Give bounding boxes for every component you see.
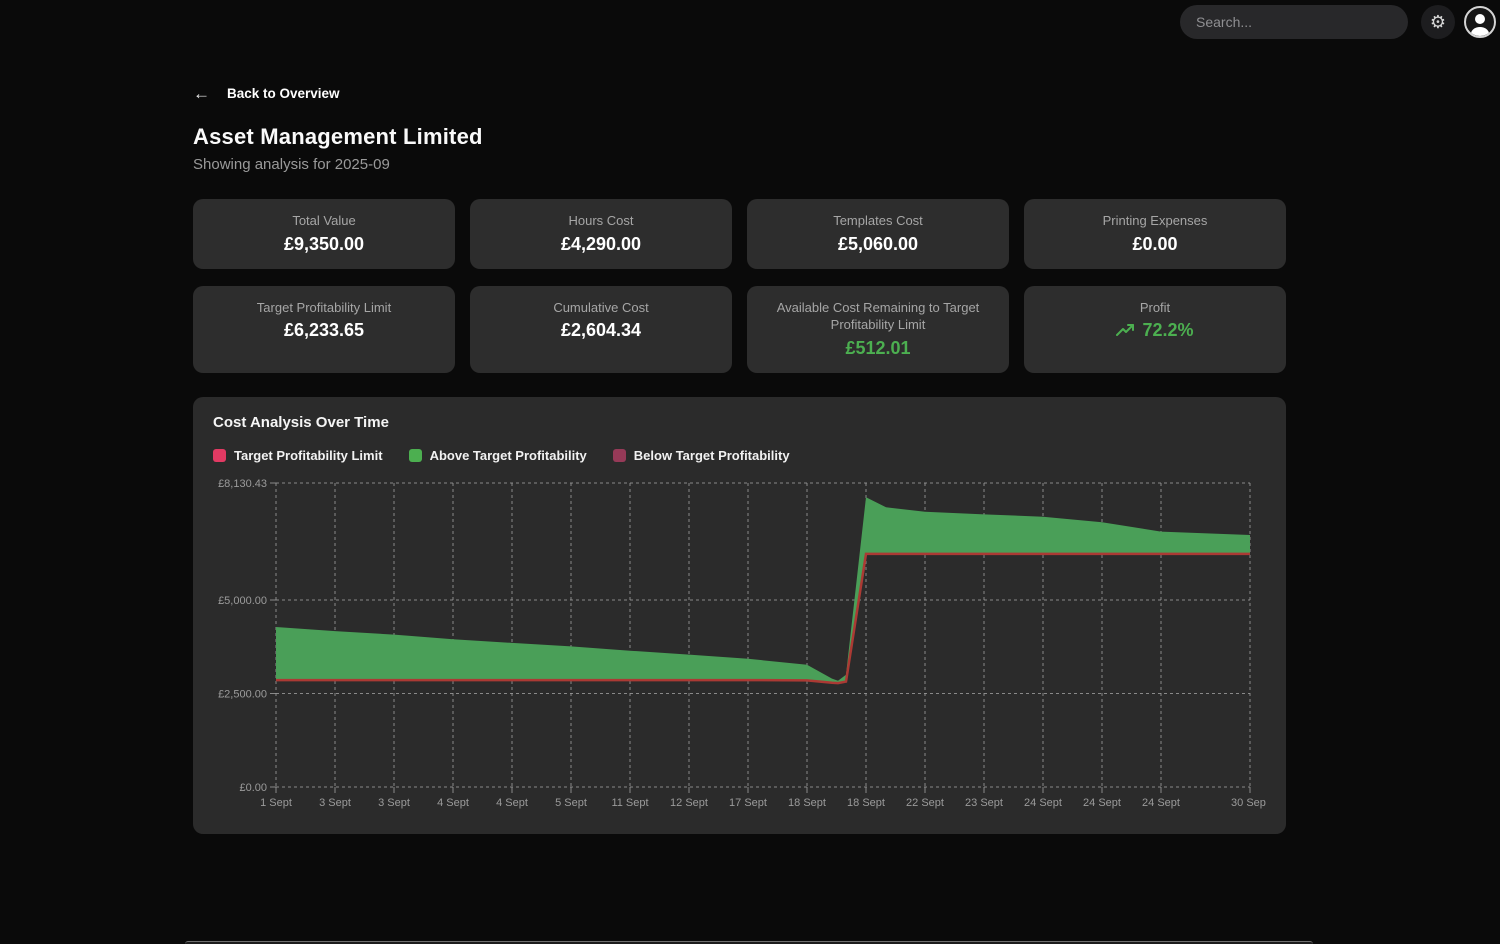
main-content: ← Back to Overview Asset Management Limi…: [193, 85, 1286, 834]
stat-card-label: Cumulative Cost: [553, 299, 649, 315]
page-title: Asset Management Limited: [193, 124, 483, 149]
svg-text:£2,500.00: £2,500.00: [218, 688, 267, 700]
person-icon: [1471, 14, 1489, 36]
stat-card-label: Available Cost Remaining to Target Profi…: [776, 299, 980, 333]
svg-text:24 Sept: 24 Sept: [1024, 797, 1062, 809]
stat-card: Templates Cost £5,060.00: [747, 199, 1009, 269]
svg-text:23 Sept: 23 Sept: [965, 797, 1003, 809]
stat-card-value: £2,604.34: [560, 320, 642, 341]
stat-card-value: £4,290.00: [560, 233, 642, 254]
legend-item[interactable]: Above Target Profitability: [408, 447, 587, 463]
svg-text:3 Sept: 3 Sept: [319, 797, 351, 809]
back-arrow-icon: ←: [193, 84, 210, 103]
stat-card-value: £5,060.00: [837, 233, 919, 254]
stat-card-value: £6,233.65: [283, 320, 365, 341]
svg-text:24 Sept: 24 Sept: [1083, 797, 1121, 809]
cost-analysis-panel: Cost Analysis Over Time Target Profitabi…: [193, 396, 1286, 834]
back-to-overview-button[interactable]: ← Back to Overview: [193, 85, 1286, 102]
stat-card: Printing Expenses £0.00: [1024, 199, 1286, 269]
top-bar: ⚙︎: [0, 0, 1500, 44]
page-subtitle: Showing analysis for 2025-09: [193, 156, 390, 173]
svg-text:17 Sept: 17 Sept: [729, 797, 767, 809]
stat-card-label: Profit: [1139, 299, 1171, 315]
stat-card-value: 72.2%: [1041, 320, 1269, 341]
gear-icon: ⚙︎: [1429, 11, 1447, 32]
legend-swatch-icon: [213, 448, 226, 462]
stat-card-label: Hours Cost: [568, 213, 634, 228]
svg-text:4 Sept: 4 Sept: [437, 797, 469, 809]
next-section-edge: [185, 941, 1313, 944]
legend-item[interactable]: Target Profitability Limit: [213, 448, 383, 463]
svg-text:18 Sept: 18 Sept: [847, 797, 885, 809]
stat-card-label: Target Profitability Limit: [256, 299, 392, 315]
cost-analysis-chart: £8,130.43 £5,000.00 £2,500.00 £0.00 1 Sept 3 …: [218, 478, 1266, 809]
stat-card: Cumulative Cost £2,604.34: [470, 285, 732, 373]
stat-card-label: Printing Expenses: [1102, 213, 1208, 228]
legend-label: Above Target Profitability: [429, 447, 587, 463]
legend-label: Target Profitability Limit: [234, 447, 383, 463]
stat-card: Hours Cost £4,290.00: [470, 199, 732, 269]
svg-text:1 Sept: 1 Sept: [260, 797, 292, 809]
svg-text:£8,130.43: £8,130.43: [218, 478, 267, 490]
stat-card-value: £9,350.00: [283, 233, 365, 254]
svg-text:24 Sept: 24 Sept: [1142, 797, 1180, 809]
stat-card: Profit 72.2%: [1024, 285, 1286, 373]
settings-button[interactable]: ⚙︎: [1421, 5, 1455, 39]
legend-item[interactable]: Below Target Profitability: [612, 447, 790, 463]
trending-up-icon: [1116, 324, 1135, 337]
legend-label: Below Target Profitability: [633, 447, 790, 463]
user-avatar[interactable]: [1464, 6, 1496, 38]
svg-text:£5,000.00: £5,000.00: [218, 595, 267, 607]
stat-card: Available Cost Remaining to Target Profi…: [747, 285, 1009, 373]
legend-swatch-icon: [408, 448, 422, 462]
back-label: Back to Overview: [227, 86, 340, 101]
svg-text:30 Sept: 30 Sept: [1231, 797, 1266, 809]
svg-text:22 Sept: 22 Sept: [906, 797, 944, 809]
legend-swatch-icon: [612, 448, 626, 462]
stat-card: Target Profitability Limit £6,233.65: [193, 285, 455, 373]
stat-card-label: Templates Cost: [833, 213, 923, 228]
stat-card-label: Total Value: [292, 213, 356, 228]
stat-card-value: £512.01: [845, 337, 911, 358]
chart-title: Cost Analysis Over Time: [213, 413, 389, 431]
stat-card-value: £0.00: [1132, 233, 1178, 254]
svg-text:4 Sept: 4 Sept: [496, 797, 528, 809]
svg-text:5 Sept: 5 Sept: [555, 797, 587, 809]
svg-text:18 Sept: 18 Sept: [788, 797, 826, 809]
svg-text:11 Sept: 11 Sept: [611, 797, 648, 809]
stat-cards-grid: Total Value £9,350.00 Hours Cost £4,290.00 T…: [193, 199, 1286, 373]
chart-legend: Target Profitability Limit Above Target P…: [213, 448, 1266, 463]
svg-text:£0.00: £0.00: [239, 782, 267, 794]
svg-text:3 Sept: 3 Sept: [378, 797, 410, 809]
stat-card: Total Value £9,350.00: [193, 199, 455, 269]
search-input[interactable]: [1180, 5, 1408, 39]
svg-text:12 Sept: 12 Sept: [670, 797, 708, 809]
